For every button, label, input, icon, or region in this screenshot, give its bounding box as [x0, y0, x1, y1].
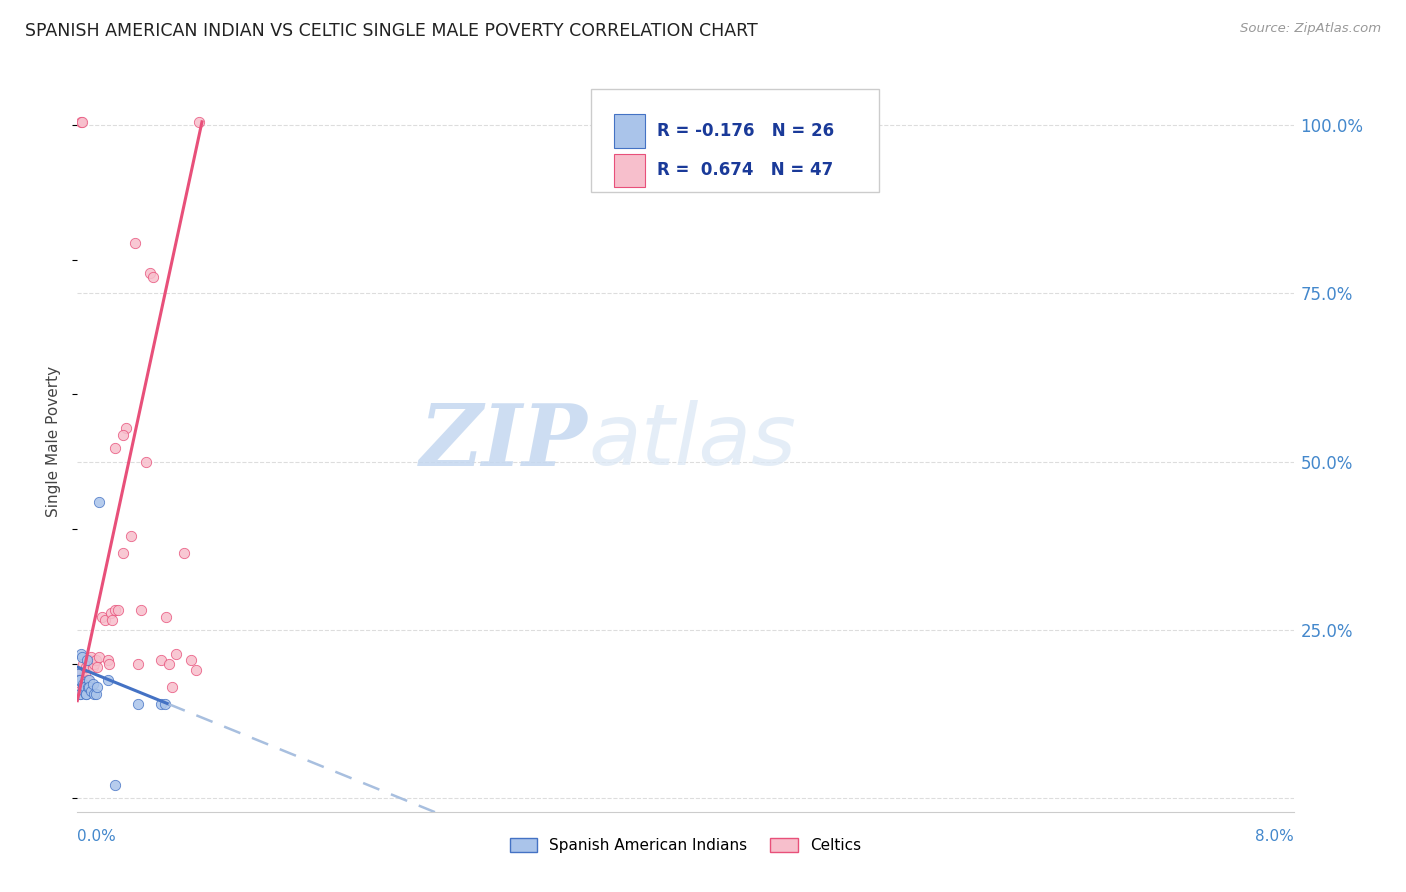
- Point: [75, 687, 97, 701]
- Point: [93, 613, 115, 627]
- Point: [142, 269, 165, 284]
- Point: [104, 778, 127, 792]
- Text: R = -0.176   N = 26: R = -0.176 N = 26: [657, 122, 834, 140]
- Point: [101, 613, 124, 627]
- Point: [82, 677, 104, 691]
- Legend: Spanish American Indians, Celtics: Spanish American Indians, Celtics: [503, 832, 868, 860]
- Point: [70, 649, 93, 664]
- Point: [76, 653, 98, 667]
- Point: [77, 673, 100, 688]
- Y-axis label: Single Male Poverty: Single Male Poverty: [46, 366, 62, 517]
- Point: [82, 660, 104, 674]
- Point: [72, 680, 94, 694]
- Point: [100, 606, 122, 620]
- Point: [111, 546, 134, 560]
- Point: [69, 687, 91, 701]
- Point: [184, 664, 207, 678]
- Point: [173, 546, 195, 560]
- Point: [97, 673, 120, 688]
- Point: [72, 670, 94, 684]
- Point: [84, 687, 107, 701]
- Point: [149, 697, 172, 711]
- Point: [86, 660, 108, 674]
- Point: [87, 495, 110, 509]
- Point: [90, 609, 112, 624]
- Point: [80, 649, 103, 664]
- Point: [79, 680, 101, 694]
- Point: [149, 653, 172, 667]
- Point: [115, 421, 138, 435]
- Point: [86, 680, 108, 694]
- Point: [70, 647, 93, 661]
- Point: [155, 609, 177, 624]
- Point: [139, 266, 162, 280]
- Point: [104, 442, 127, 456]
- Text: 8.0%: 8.0%: [1254, 829, 1294, 844]
- Point: [67, 673, 90, 688]
- Point: [69, 673, 91, 688]
- Point: [87, 649, 110, 664]
- Point: [67, 666, 90, 681]
- Point: [73, 666, 96, 681]
- Point: [73, 680, 96, 694]
- Text: R =  0.674   N = 47: R = 0.674 N = 47: [657, 161, 832, 179]
- Point: [70, 115, 93, 129]
- Point: [124, 235, 146, 250]
- Point: [69, 683, 91, 698]
- Point: [127, 657, 149, 671]
- Point: [120, 529, 142, 543]
- Point: [77, 680, 100, 694]
- Point: [111, 427, 134, 442]
- Point: [165, 647, 187, 661]
- Point: [80, 683, 103, 698]
- Point: [83, 687, 105, 701]
- Point: [83, 657, 105, 671]
- Point: [188, 115, 211, 129]
- Point: [73, 673, 96, 688]
- Point: [75, 687, 97, 701]
- Point: [180, 653, 202, 667]
- Point: [104, 603, 127, 617]
- Point: [67, 673, 90, 688]
- Point: [98, 657, 121, 671]
- Point: [69, 680, 91, 694]
- Point: [135, 455, 157, 469]
- Point: [84, 653, 107, 667]
- Point: [153, 697, 176, 711]
- Point: [75, 660, 97, 674]
- Point: [129, 603, 152, 617]
- Point: [69, 687, 91, 701]
- Text: Source: ZipAtlas.com: Source: ZipAtlas.com: [1240, 22, 1381, 36]
- Text: 0.0%: 0.0%: [77, 829, 117, 844]
- Point: [157, 657, 180, 671]
- Text: SPANISH AMERICAN INDIAN VS CELTIC SINGLE MALE POVERTY CORRELATION CHART: SPANISH AMERICAN INDIAN VS CELTIC SINGLE…: [25, 22, 758, 40]
- Point: [73, 683, 96, 698]
- Point: [67, 666, 90, 681]
- Text: ZIP: ZIP: [420, 400, 588, 483]
- Point: [107, 603, 129, 617]
- Point: [160, 680, 183, 694]
- Point: [79, 653, 101, 667]
- Point: [97, 653, 120, 667]
- Point: [70, 115, 93, 129]
- Point: [72, 657, 94, 671]
- Point: [127, 697, 149, 711]
- Text: atlas: atlas: [588, 400, 796, 483]
- Point: [72, 677, 94, 691]
- Point: [77, 673, 100, 688]
